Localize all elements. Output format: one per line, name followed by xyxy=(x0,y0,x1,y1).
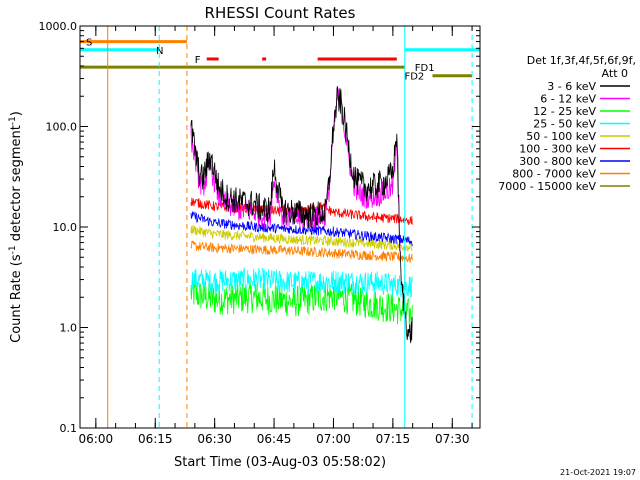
legend-label-0: 3 - 6 keV xyxy=(547,80,596,93)
legend-label-2: 12 - 25 keV xyxy=(533,105,596,118)
x-tick-label-4: 07:00 xyxy=(316,432,351,446)
y-tick-label-1: 1.0 xyxy=(60,322,78,335)
legend-label-1: 6 - 12 keV xyxy=(540,93,596,106)
x-axis-label: Start Time (03-Aug-03 05:58:02) xyxy=(174,455,386,470)
series-layer xyxy=(190,86,413,344)
x-tick-label-3: 06:45 xyxy=(257,432,292,446)
flag-label-fd2: FD2 xyxy=(404,72,424,83)
y-tick-label-3: 100.0 xyxy=(46,121,78,134)
legend-title: Det 1f,3f,4f,5f,6f,9f, xyxy=(527,54,636,67)
y-axis-ticks: 0.1 1.0 10.0 100.0 1000.0 xyxy=(39,20,480,435)
x-tick-label-6: 07:30 xyxy=(435,432,470,446)
flag-label-n: N xyxy=(156,46,163,57)
x-axis-ticks: 06:00 06:15 06:30 06:45 07:00 07:15 07:30 xyxy=(79,26,473,446)
y-tick-label-2: 10.0 xyxy=(53,221,78,234)
x-tick-label-1: 06:15 xyxy=(138,432,173,446)
y-tick-label-4: 1000.0 xyxy=(39,20,78,33)
legend-label-7: 800 - 7000 keV xyxy=(512,168,596,181)
legend-label-5: 100 - 300 keV xyxy=(519,143,596,156)
flag-label-f: F xyxy=(195,55,201,66)
y-label-mid: detector segment xyxy=(9,125,24,245)
series-line-6 xyxy=(190,211,413,247)
footer-date: 21-Oct-2021 19:07 xyxy=(560,468,636,477)
x-tick-label-5: 07:15 xyxy=(376,432,411,446)
flag-label-fd1: FD1 xyxy=(415,63,435,74)
chart-title: RHESSI Count Rates xyxy=(205,4,356,22)
legend-subtitle: Att 0 xyxy=(602,67,628,80)
flag-label-s: S xyxy=(86,38,92,49)
series-line-4 xyxy=(190,225,413,252)
y-label-main: Count Rate (s xyxy=(9,254,24,343)
x-tick-label-0: 06:00 xyxy=(79,432,114,446)
series-line-7 xyxy=(190,240,413,263)
legend-label-4: 50 - 100 keV xyxy=(526,130,596,143)
y-axis-label: Count Rate (s-1 detector segment-1) xyxy=(8,111,24,343)
series-line-3 xyxy=(190,267,413,299)
series-line-0 xyxy=(190,86,413,344)
y-label-sup2: -1 xyxy=(8,116,18,125)
legend-label-6: 300 - 800 keV xyxy=(519,155,596,168)
legend-label-8: 7000 - 15000 keV xyxy=(498,180,596,193)
x-tick-label-2: 06:30 xyxy=(197,432,232,446)
legend-label-3: 25 - 50 keV xyxy=(533,118,596,131)
legend: Det 1f,3f,4f,5f,6f,9f, Att 0 3 - 6 keV6 … xyxy=(498,54,636,193)
y-tick-label-0: 0.1 xyxy=(60,422,78,435)
y-label-end: ) xyxy=(9,111,24,116)
y-label-sup1: -1 xyxy=(8,245,18,254)
